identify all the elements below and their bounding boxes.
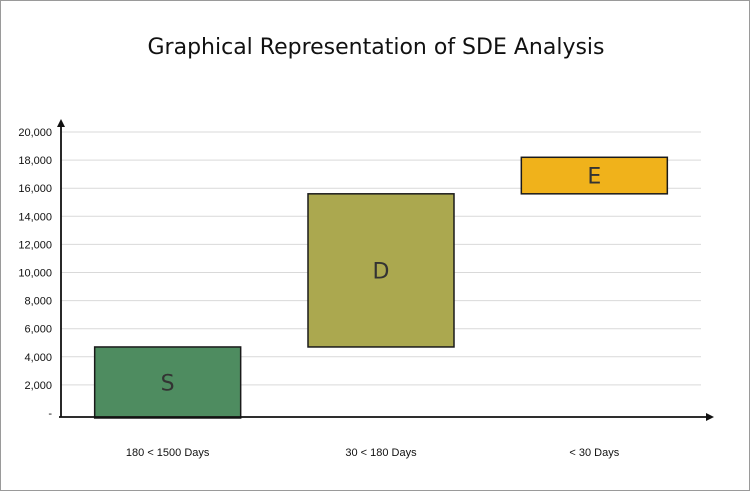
bar <box>93 346 242 419</box>
x-category-label: 30 < 180 Days <box>345 447 417 459</box>
x-category-label: 180 < 1500 Days <box>126 447 210 459</box>
bar-label: D <box>373 259 390 284</box>
y-tick-label: 6,000 <box>24 324 52 336</box>
y-tick-label: - <box>48 408 52 420</box>
bar <box>307 193 455 348</box>
x-category-label: < 30 Days <box>569 447 619 459</box>
chart-title: Graphical Representation of SDE Analysis <box>147 35 605 60</box>
bar-label: E <box>587 165 601 190</box>
y-tick-label: 10,000 <box>18 268 52 280</box>
y-tick-label: 2,000 <box>24 380 52 392</box>
bar-label: S <box>161 371 175 396</box>
bar <box>520 156 669 195</box>
y-tick-label: 18,000 <box>18 155 52 167</box>
y-tick-label: 8,000 <box>24 296 52 308</box>
y-tick-label: 14,000 <box>18 211 52 223</box>
y-tick-label: 4,000 <box>24 352 52 364</box>
y-tick-label: 12,000 <box>18 239 52 251</box>
y-tick-label: 20,000 <box>18 127 52 139</box>
y-tick-label: 16,000 <box>18 183 52 195</box>
